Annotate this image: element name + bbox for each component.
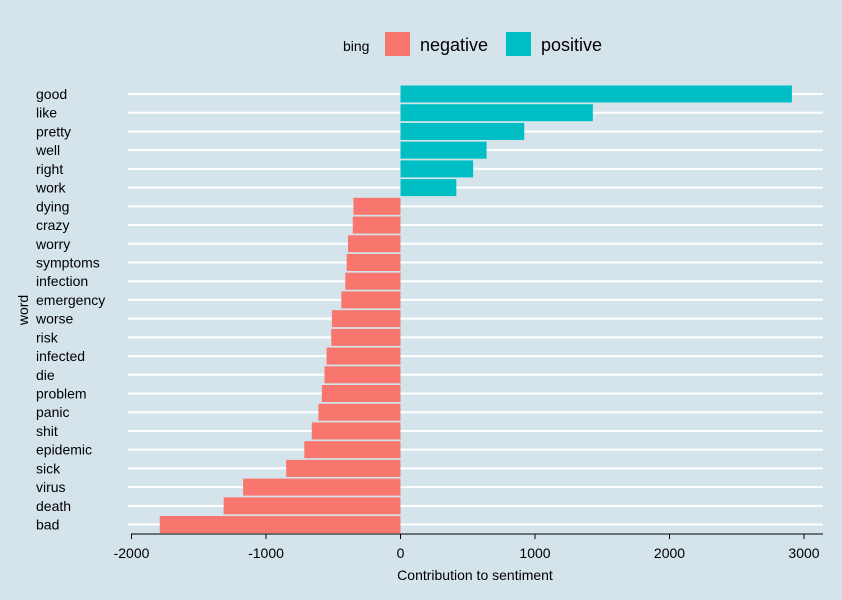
bar-right (400, 160, 474, 178)
bar-symptoms (346, 253, 401, 271)
bar-infected (326, 347, 401, 365)
x-axis-title: Contribution to sentiment (397, 567, 553, 583)
bar-epidemic (304, 441, 401, 459)
bars-layer (159, 85, 792, 534)
y-tick-label-pretty: pretty (36, 123, 71, 139)
bar-die (324, 366, 401, 384)
grid-layer (128, 93, 823, 526)
y-tick-label-dying: dying (36, 198, 69, 214)
y-tick-label-panic: panic (36, 404, 69, 420)
bar-like (400, 104, 593, 122)
y-tick-label-emergency: emergency (36, 292, 105, 308)
bar-worse (331, 310, 401, 328)
bar-risk (331, 328, 401, 346)
bar-virus (243, 478, 401, 496)
y-tick-label-problem: problem (36, 386, 87, 402)
y-tick-label-die: die (36, 367, 55, 383)
bar-good (400, 85, 792, 103)
y-tick-label-symptoms: symptoms (36, 254, 100, 270)
y-tick-label-risk: risk (36, 329, 59, 345)
legend-title: bing (343, 38, 369, 54)
bar-pretty (400, 122, 525, 140)
x-tick-label--2000: -2000 (114, 545, 150, 561)
x-tick-label-3000: 3000 (788, 545, 819, 561)
bar-sick (286, 459, 401, 477)
y-tick-label-work: work (35, 180, 67, 196)
x-tick-label-1000: 1000 (519, 545, 550, 561)
y-tick-label-bad: bad (36, 517, 59, 533)
bar-well (400, 141, 487, 159)
legend-label-positive: positive (541, 35, 602, 55)
bar-death (223, 497, 401, 515)
y-tick-label-infection: infection (36, 273, 88, 289)
x-tick-label-2000: 2000 (654, 545, 685, 561)
y-tick-label-well: well (35, 142, 60, 158)
bar-worry (348, 235, 401, 253)
y-tick-label-like: like (36, 105, 57, 121)
bar-emergency (341, 291, 401, 309)
y-tick-label-right: right (36, 161, 63, 177)
y-tick-label-virus: virus (36, 479, 66, 495)
y-tick-label-infected: infected (36, 348, 85, 364)
y-tick-label-good: good (36, 86, 67, 102)
y-tick-labels: good like pretty well right work dying crazy wor… (35, 86, 105, 533)
bar-work (400, 179, 457, 197)
bar-infection (345, 272, 401, 290)
legend-label-negative: negative (420, 35, 488, 55)
x-tick-label-0: 0 (397, 545, 405, 561)
x-tick-label--1000: -1000 (248, 545, 284, 561)
x-axis: -2000 -1000 0 1000 2000 3000 (114, 533, 823, 561)
bar-bad (159, 516, 401, 534)
y-tick-label-shit: shit (36, 423, 58, 439)
legend-key-negative (385, 32, 410, 56)
y-tick-label-death: death (36, 498, 71, 514)
y-tick-label-worry: worry (35, 236, 70, 252)
y-tick-label-worse: worse (35, 311, 74, 327)
legend-key-positive (506, 32, 531, 56)
y-tick-label-crazy: crazy (36, 217, 69, 233)
bar-crazy (352, 216, 401, 234)
bar-shit (311, 422, 401, 440)
y-tick-label-epidemic: epidemic (36, 442, 92, 458)
bar-problem (321, 385, 401, 403)
y-axis-title: word (15, 295, 31, 326)
legend: bing negative positive (343, 32, 602, 56)
y-tick-label-sick: sick (36, 460, 61, 476)
bar-dying (353, 197, 401, 215)
bar-panic (318, 403, 401, 421)
